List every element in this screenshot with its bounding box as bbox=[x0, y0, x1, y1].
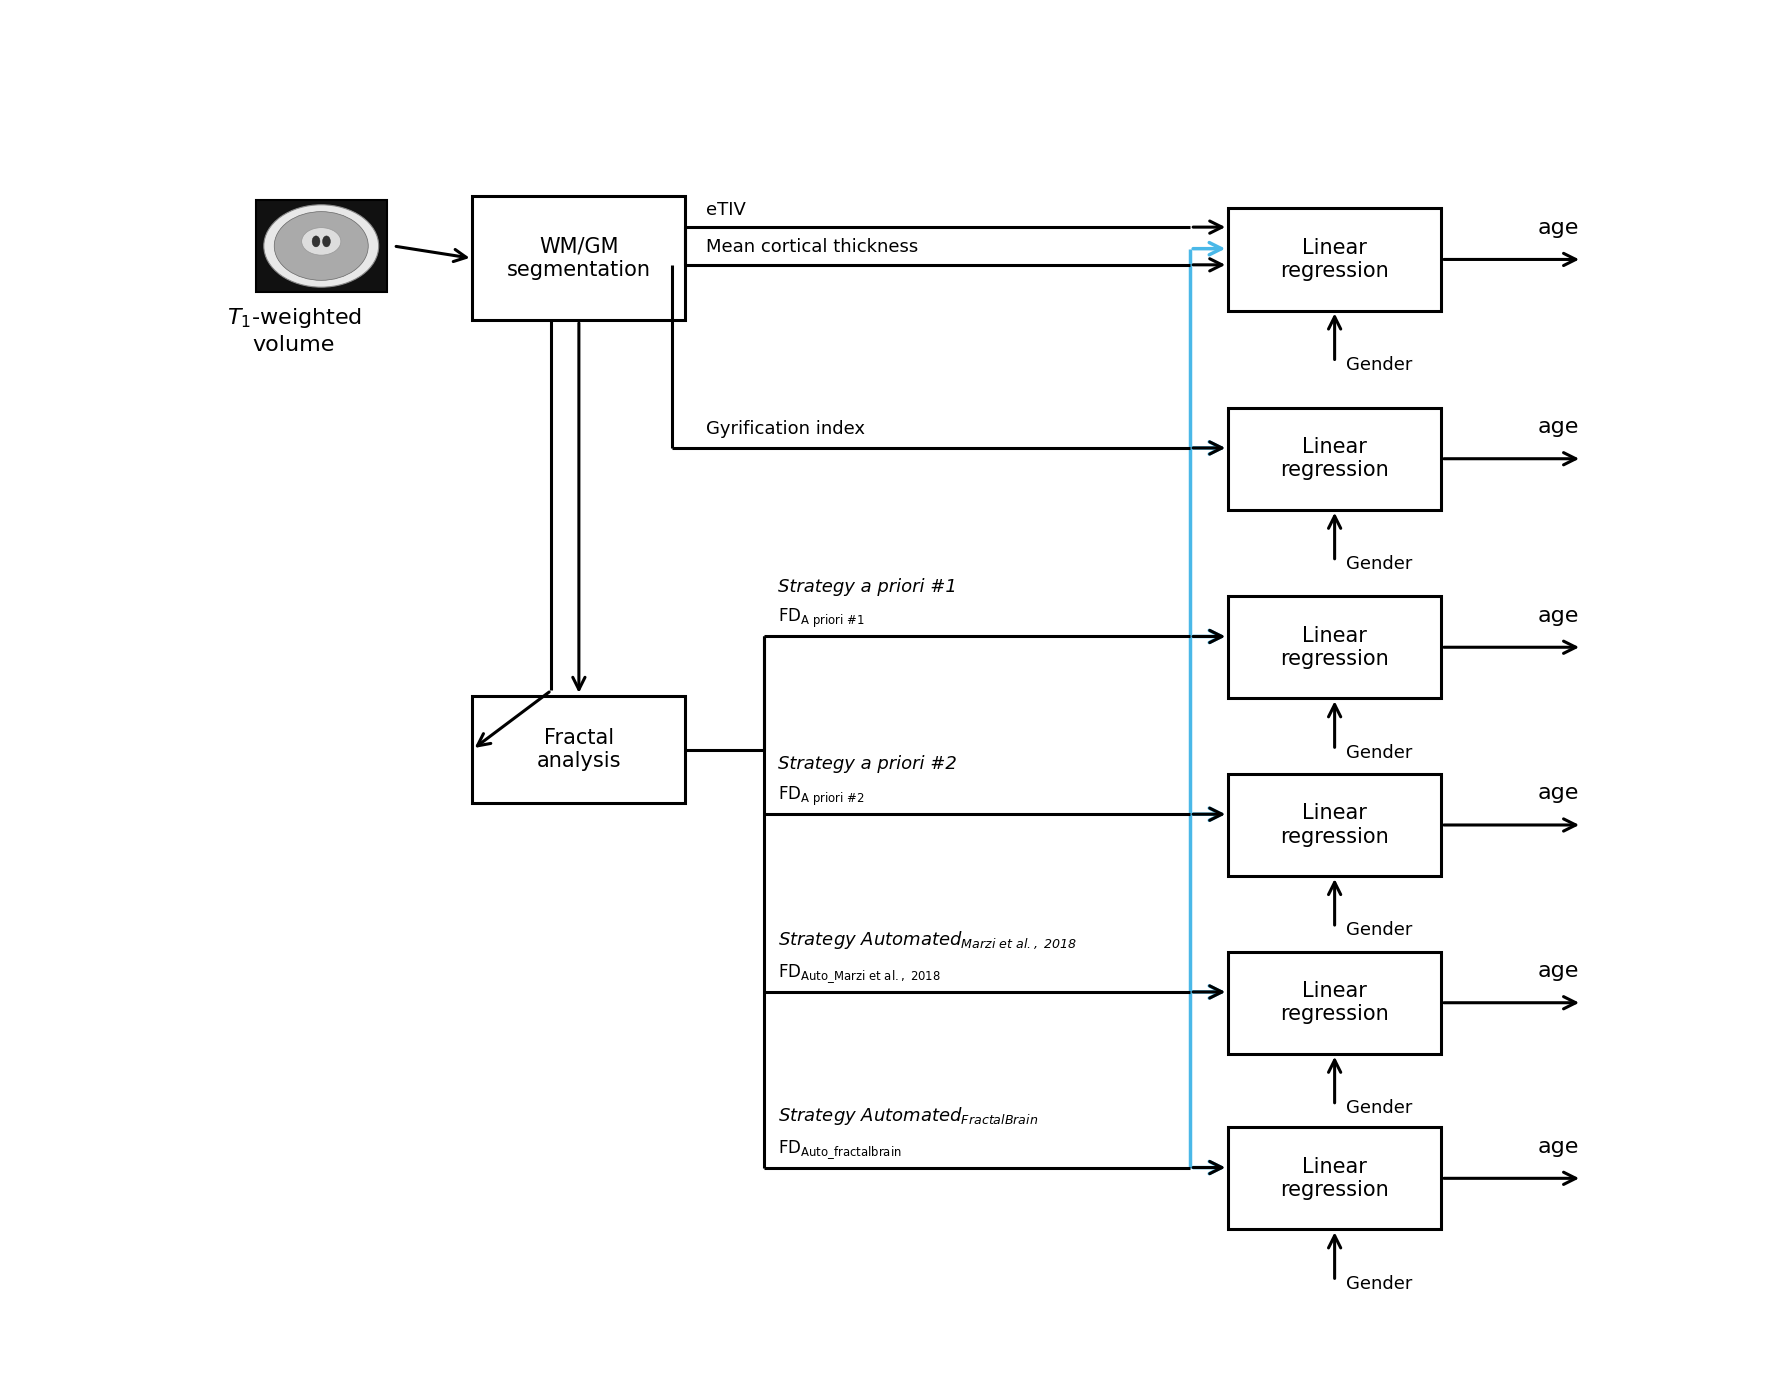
Text: age: age bbox=[1537, 783, 1580, 803]
FancyBboxPatch shape bbox=[1229, 407, 1441, 509]
Text: Mean cortical thickness: Mean cortical thickness bbox=[706, 238, 918, 256]
Text: FD$_{\mathregular{Auto\_fractalbrain}}$: FD$_{\mathregular{Auto\_fractalbrain}}$ bbox=[778, 1139, 902, 1161]
FancyBboxPatch shape bbox=[1229, 596, 1441, 698]
Text: Linear
regression: Linear regression bbox=[1280, 436, 1388, 480]
Text: eTIV: eTIV bbox=[706, 200, 746, 218]
Text: age: age bbox=[1537, 961, 1580, 981]
Ellipse shape bbox=[312, 236, 319, 246]
Text: Strategy a priori #2: Strategy a priori #2 bbox=[778, 755, 957, 774]
Text: Gender: Gender bbox=[1346, 1274, 1411, 1293]
Text: Strategy Automated$_{\mathregular{Marzi\ et\ al.,\ 2018}}$: Strategy Automated$_{\mathregular{Marzi\… bbox=[778, 929, 1078, 951]
Text: Gyrification index: Gyrification index bbox=[706, 420, 865, 438]
Text: Gender: Gender bbox=[1346, 1100, 1411, 1118]
FancyBboxPatch shape bbox=[472, 196, 686, 320]
Text: Linear
regression: Linear regression bbox=[1280, 625, 1388, 669]
Text: Strategy Automated$_{\mathregular{FractalBrain}}$: Strategy Automated$_{\mathregular{Fracta… bbox=[778, 1105, 1039, 1126]
FancyBboxPatch shape bbox=[255, 200, 387, 292]
Ellipse shape bbox=[301, 228, 340, 255]
Text: FD$_{\mathregular{A\ priori\ \#2}}$: FD$_{\mathregular{A\ priori\ \#2}}$ bbox=[778, 785, 865, 807]
Text: Fractal
analysis: Fractal analysis bbox=[537, 727, 621, 771]
Text: Linear
regression: Linear regression bbox=[1280, 981, 1388, 1024]
Text: age: age bbox=[1537, 606, 1580, 625]
FancyBboxPatch shape bbox=[472, 695, 686, 803]
Text: Gender: Gender bbox=[1346, 555, 1411, 574]
Text: Linear
regression: Linear regression bbox=[1280, 1157, 1388, 1200]
Text: FD$_{\mathregular{Auto\_Marzi\ et\ al.,\ 2018}}$: FD$_{\mathregular{Auto\_Marzi\ et\ al.,\… bbox=[778, 963, 941, 985]
Ellipse shape bbox=[264, 204, 379, 287]
Ellipse shape bbox=[323, 236, 330, 246]
Text: age: age bbox=[1537, 218, 1580, 238]
Text: FD$_{\mathregular{A\ priori\ \#1}}$: FD$_{\mathregular{A\ priori\ \#1}}$ bbox=[778, 607, 865, 630]
Text: Linear
regression: Linear regression bbox=[1280, 238, 1388, 281]
Text: Strategy a priori #1: Strategy a priori #1 bbox=[778, 578, 957, 596]
Text: Linear
regression: Linear regression bbox=[1280, 803, 1388, 846]
Ellipse shape bbox=[275, 211, 369, 280]
FancyBboxPatch shape bbox=[1229, 951, 1441, 1053]
Text: Gender: Gender bbox=[1346, 744, 1411, 761]
Text: Gender: Gender bbox=[1346, 922, 1411, 939]
Text: WM/GM
segmentation: WM/GM segmentation bbox=[507, 236, 651, 280]
Text: Gender: Gender bbox=[1346, 355, 1411, 374]
Text: $T_1$-weighted: $T_1$-weighted bbox=[227, 306, 362, 330]
FancyBboxPatch shape bbox=[1229, 208, 1441, 311]
Text: age: age bbox=[1537, 1137, 1580, 1157]
FancyBboxPatch shape bbox=[1229, 1128, 1441, 1230]
FancyBboxPatch shape bbox=[1229, 774, 1441, 876]
Text: volume: volume bbox=[252, 334, 335, 355]
Text: age: age bbox=[1537, 417, 1580, 436]
